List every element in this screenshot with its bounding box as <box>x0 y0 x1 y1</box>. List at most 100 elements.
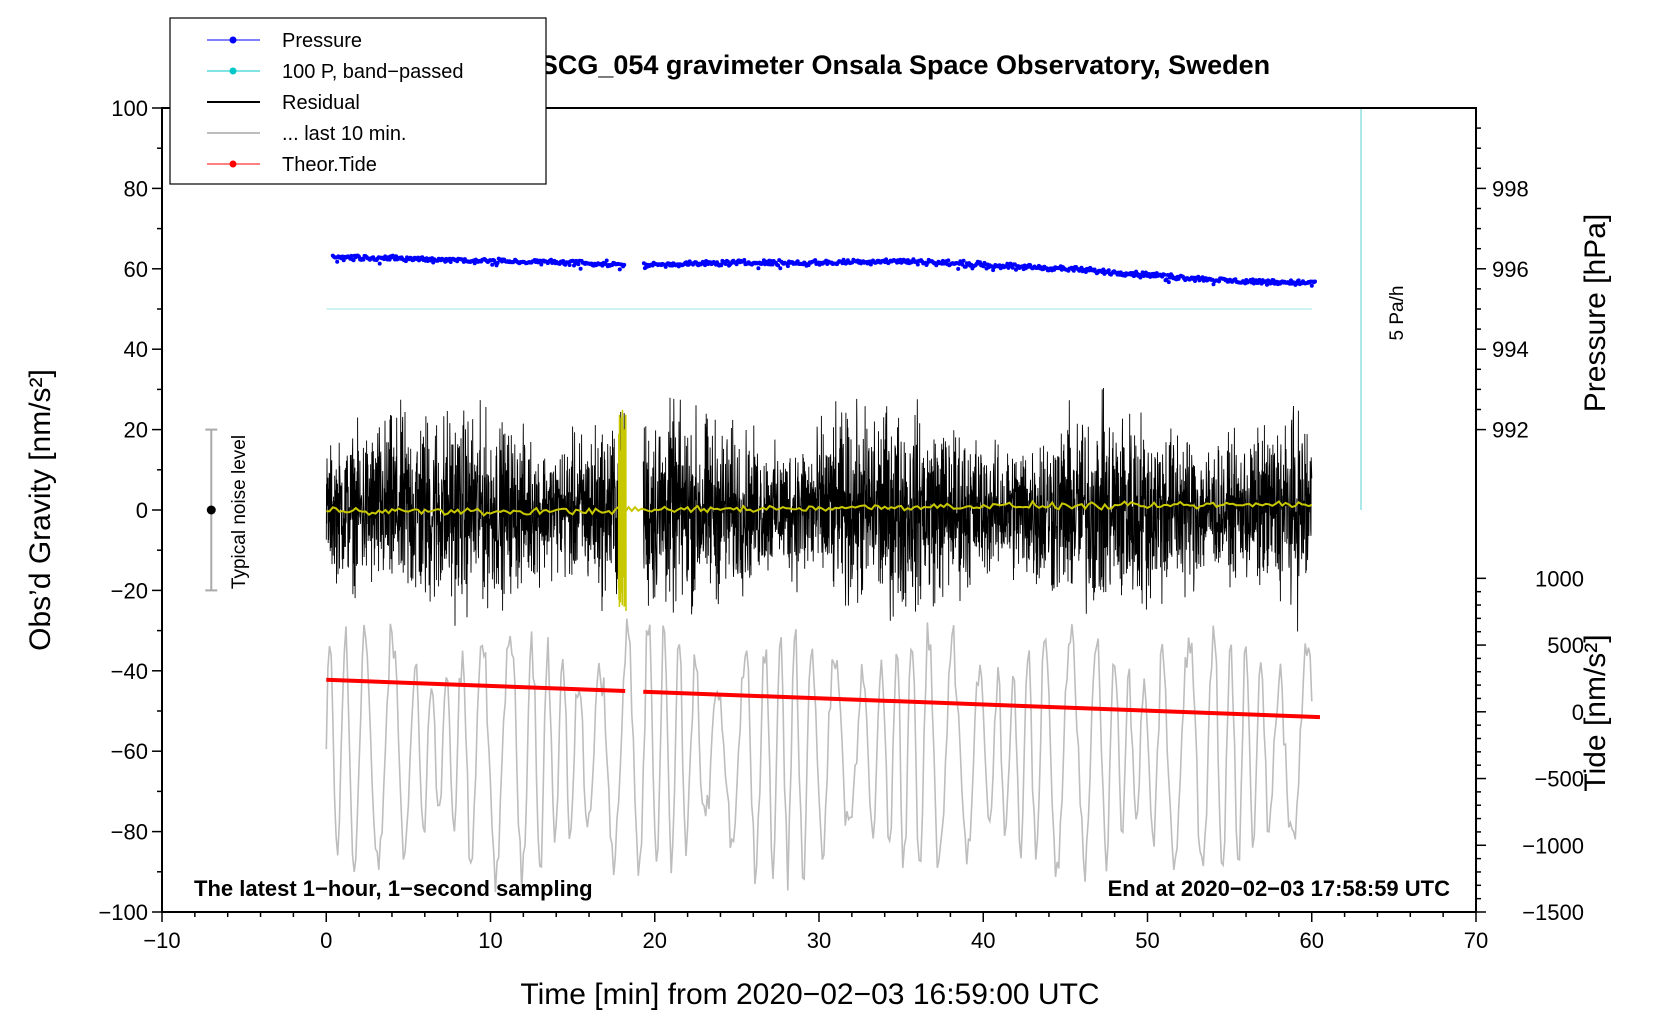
pressure-point <box>785 264 790 269</box>
pressure-point <box>1140 270 1145 275</box>
legend-label-bandpassed: 100 P, band−passed <box>282 61 463 83</box>
pressure-point <box>403 259 408 264</box>
series-last-10-min <box>325 618 1313 893</box>
pressure-point <box>561 259 566 263</box>
pressure-point <box>742 258 747 262</box>
y-tick-label: 0 <box>136 498 148 523</box>
pressure-point <box>734 262 739 267</box>
pressure-point <box>915 262 920 267</box>
y-tick-label: −100 <box>98 900 148 925</box>
pressure-point <box>349 253 354 258</box>
pressure-tick-label: 998 <box>1492 176 1529 201</box>
y-tick-label: 80 <box>124 176 148 201</box>
pressure-tick-label: 992 <box>1492 418 1529 443</box>
pressure-point <box>1071 268 1076 273</box>
pressure-point <box>1106 268 1111 273</box>
annotation-end-time: End at 2020−02−03 17:58:59 UTC <box>1108 876 1451 901</box>
pressure-point <box>539 262 544 267</box>
y-tick-label: −80 <box>111 820 148 845</box>
tide-tick-label: −1000 <box>1522 833 1584 858</box>
plot-series <box>205 108 1362 893</box>
x-tick-label: 40 <box>971 928 995 953</box>
pressure-point <box>1010 265 1015 270</box>
x-tick-label: 60 <box>1300 928 1324 953</box>
pressure-point <box>956 266 961 271</box>
legend-label-pressure: Pressure <box>282 30 362 52</box>
x-tick-label: 20 <box>643 928 667 953</box>
tide-tick-label: 0 <box>1572 700 1584 725</box>
pressure-point <box>1083 270 1088 274</box>
x-axis-title: Time [min] from 2020−02−03 16:59:00 UTC <box>520 978 1099 1011</box>
y-tick-label: 100 <box>111 96 148 121</box>
x-tick-label: 0 <box>320 928 332 953</box>
pressure-point <box>1014 267 1018 272</box>
tide-tick-label: 1000 <box>1535 566 1584 591</box>
legend-label-last-10: ... last 10 min. <box>282 123 407 145</box>
noise-level-center <box>206 505 216 515</box>
pressure-point <box>495 261 500 265</box>
x-tick-label: −10 <box>143 928 180 953</box>
pressure-point <box>961 258 966 263</box>
series-pressure <box>330 253 1317 288</box>
x-tick-label: 30 <box>807 928 831 953</box>
pressure-point <box>1309 283 1314 288</box>
x-ticks: −10 0 10 20 30 40 50 60 70 <box>143 912 1488 953</box>
y-tick-label: −20 <box>111 578 148 603</box>
tide-tick-label: −500 <box>1534 767 1584 792</box>
y-axis-title-left: Obs’d Gravity [nm/s²] <box>24 369 57 651</box>
series-tide-b <box>643 689 1321 720</box>
y-tick-label: −40 <box>111 659 148 684</box>
legend: Pressure 100 P, band−passed Residual ...… <box>169 17 547 185</box>
pressure-point <box>1265 282 1269 287</box>
pressure-point <box>756 266 761 271</box>
series-residual-burst <box>617 409 627 612</box>
y-axis-title-pressure: Pressure [hPa] <box>1579 214 1612 412</box>
annotation-scale-bar: 5 Pa/h <box>1387 286 1408 341</box>
y-tick-label: 40 <box>124 337 148 362</box>
pressure-point <box>576 262 581 267</box>
pressure-point <box>991 268 996 273</box>
pressure-point <box>361 257 366 262</box>
pressure-point <box>570 258 575 263</box>
pressure-point <box>490 262 495 267</box>
x-tick-label: 10 <box>478 928 502 953</box>
pressure-point <box>776 263 781 268</box>
x-tick-label: 50 <box>1135 928 1159 953</box>
legend-marker-bandpassed <box>229 67 237 75</box>
pressure-point <box>622 262 627 267</box>
pressure-point <box>1166 280 1171 285</box>
y-tick-label: −60 <box>111 739 148 764</box>
pressure-point <box>703 263 707 268</box>
pressure-point <box>1164 277 1169 282</box>
pressure-point <box>578 266 583 271</box>
legend-label-tide: Theor.Tide <box>282 154 377 176</box>
pressure-point <box>567 263 572 267</box>
chart-title: SCG_054 gravimeter Onsala Space Observat… <box>540 50 1270 80</box>
pressure-point <box>946 258 951 263</box>
pressure-point <box>377 261 382 266</box>
pressure-point <box>1313 279 1317 284</box>
tide-tick-label: −1500 <box>1522 900 1584 925</box>
legend-marker-pressure <box>229 36 237 44</box>
pressure-tick-label: 996 <box>1492 257 1529 282</box>
series-residual-smoothed <box>326 499 1313 517</box>
pressure-point <box>1269 281 1274 286</box>
pressure-point <box>1162 272 1167 277</box>
pressure-point <box>725 259 730 264</box>
pressure-tick-label: 994 <box>1492 337 1529 362</box>
pressure-point <box>335 259 340 264</box>
x-tick-label: 70 <box>1464 928 1488 953</box>
series-tide-a <box>326 677 626 694</box>
y-axis-title-tide: Tide [nm/s²] <box>1579 634 1612 791</box>
legend-label-residual: Residual <box>282 92 360 114</box>
pressure-point <box>1200 275 1205 280</box>
pressure-point <box>761 258 766 263</box>
pressure-point <box>351 258 356 263</box>
right-ticks: 992 994 996 998 −1500 −1000 −500 0 500 1000 <box>1476 127 1584 925</box>
pressure-point <box>1005 261 1010 266</box>
pressure-point <box>1211 282 1216 287</box>
annotation-noise-level: Typical noise level <box>229 435 250 589</box>
pressure-point <box>1217 279 1221 284</box>
tide-tick-label: 500 <box>1547 633 1584 658</box>
